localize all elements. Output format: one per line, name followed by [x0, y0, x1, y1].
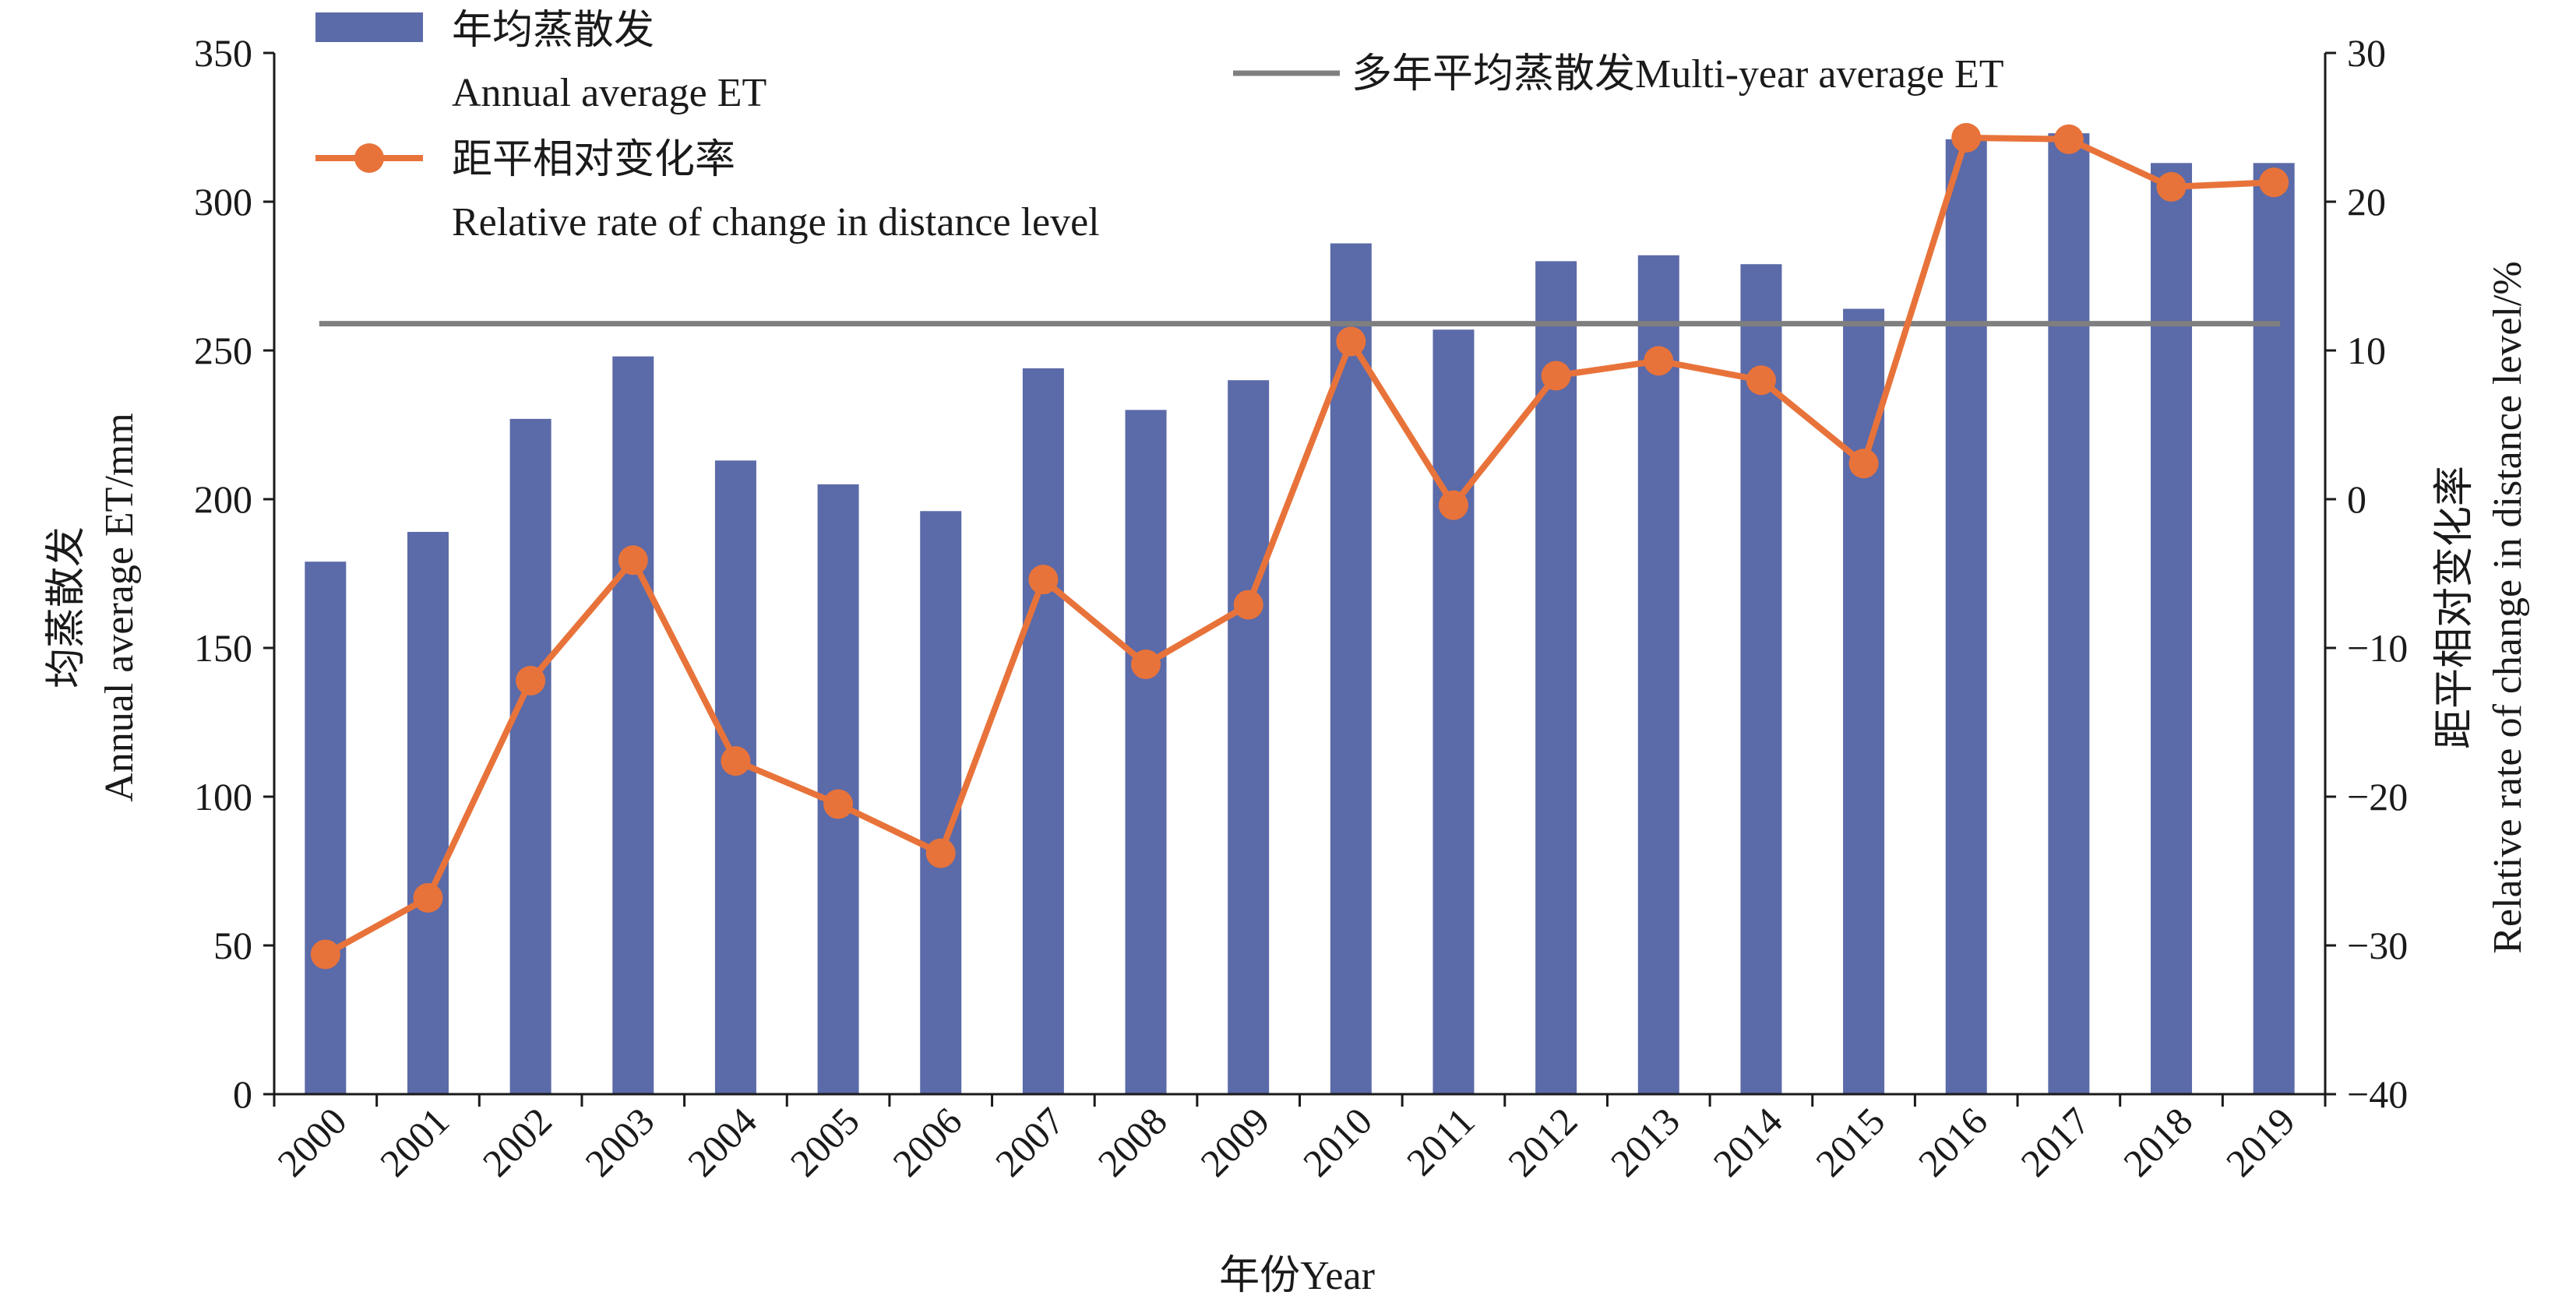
point-2006 [925, 838, 956, 868]
left-axis-title-en: Annual average ET/mm [97, 413, 142, 802]
x-tick-label: 2016 [1910, 1099, 1996, 1185]
bar-2003 [612, 356, 654, 1094]
left-tick-label: 350 [194, 31, 252, 75]
x-tick-label: 2017 [2012, 1099, 2098, 1185]
point-2004 [721, 746, 751, 776]
x-tick-label: 2009 [1192, 1099, 1277, 1185]
x-tick-label: 2002 [474, 1099, 560, 1185]
bar-2018 [2151, 163, 2193, 1095]
point-2017 [2053, 124, 2084, 154]
left-tick-label: 0 [233, 1072, 252, 1116]
bar-2015 [1843, 308, 1885, 1094]
point-2016 [1951, 122, 1982, 153]
bar-2013 [1637, 255, 1679, 1094]
x-tick-label: 2011 [1398, 1099, 1483, 1184]
point-2002 [516, 666, 546, 696]
legend-marker-swatch [354, 143, 384, 173]
left-tick-label: 50 [213, 924, 252, 967]
point-2000 [310, 939, 340, 970]
point-2010 [1336, 326, 1366, 357]
point-2018 [2156, 171, 2187, 202]
point-2007 [1028, 565, 1059, 595]
x-axis-title: 年份Year [1219, 1254, 1375, 1298]
bar-series [305, 133, 2295, 1095]
point-2003 [618, 545, 648, 576]
point-2008 [1131, 649, 1161, 680]
bar-2000 [305, 561, 347, 1094]
x-tick-label: 2005 [782, 1099, 868, 1185]
left-tick-label: 100 [194, 775, 252, 818]
bar-2005 [817, 484, 859, 1094]
bar-2014 [1740, 264, 1782, 1095]
legend-bar-label-en: Annual average ET [452, 71, 766, 115]
left-tick-label: 150 [194, 626, 252, 670]
right-axis-title-cn: 距平相对变化率 [2433, 466, 2477, 749]
legend: 年均蒸散发 Annual average ET 距平相对变化率 Relative ra… [315, 9, 2004, 245]
legend-bar-swatch [315, 12, 423, 42]
bar-2019 [2253, 163, 2295, 1095]
x-tick-label: 2014 [1704, 1099, 1790, 1185]
x-tick-label: 2008 [1089, 1099, 1175, 1185]
right-tick-label: 20 [2347, 180, 2386, 224]
bar-2004 [714, 460, 756, 1094]
right-tick-label: −40 [2347, 1072, 2408, 1116]
point-2012 [1541, 361, 1571, 391]
bar-2008 [1125, 410, 1167, 1094]
x-tick-label: 2000 [269, 1099, 354, 1185]
left-tick-label: 200 [194, 477, 252, 521]
bar-2007 [1022, 368, 1064, 1094]
x-tick-label: 2010 [1295, 1099, 1380, 1185]
left-tick-label: 300 [194, 180, 252, 224]
legend-bar-label-cn: 年均蒸散发 [452, 9, 654, 53]
legend-line-label-cn: 距平相对变化率 [452, 138, 735, 182]
legend-avg-label: 多年平均蒸散发Multi-year average ET [1351, 52, 2004, 97]
x-tick-label: 2015 [1807, 1099, 1893, 1185]
right-tick-label: −20 [2347, 775, 2408, 818]
x-tick-label: 2004 [679, 1099, 765, 1185]
legend-line-label-en: Relative rate of change in distance leve… [452, 200, 1100, 245]
x-tick-label: 2019 [2218, 1099, 2303, 1185]
point-2013 [1644, 346, 1674, 376]
point-2001 [413, 882, 443, 913]
x-tick-label: 2006 [884, 1099, 970, 1185]
bar-2012 [1535, 261, 1577, 1094]
left-tick-label: 250 [194, 329, 252, 372]
x-tick-label: 2018 [2115, 1099, 2201, 1185]
bar-2017 [2048, 133, 2090, 1094]
right-tick-label: 10 [2347, 329, 2386, 372]
right-tick-label: −30 [2347, 924, 2408, 967]
x-tick-label: 2007 [987, 1099, 1073, 1185]
bar-2006 [920, 511, 962, 1094]
right-tick-label: 30 [2347, 31, 2386, 75]
bar-2011 [1432, 329, 1475, 1094]
x-tick-label: 2012 [1499, 1099, 1585, 1185]
point-2005 [823, 789, 854, 819]
relative-change-series [310, 122, 2289, 970]
bar-2002 [509, 418, 551, 1094]
x-tick-label: 2003 [576, 1099, 662, 1185]
right-axis-title-en: Relative rate of change in distance leve… [2486, 261, 2530, 953]
bar-2009 [1228, 380, 1270, 1094]
x-tick-label: 2013 [1602, 1099, 1688, 1185]
bar-2016 [1945, 139, 1987, 1094]
right-tick-label: 0 [2347, 477, 2366, 521]
point-2009 [1233, 590, 1263, 620]
relative-change-line [323, 134, 2275, 957]
point-2019 [2259, 167, 2289, 198]
left-axis-title-cn: 均蒸散发 [44, 526, 89, 688]
right-tick-label: −10 [2347, 626, 2408, 670]
point-2011 [1438, 490, 1468, 520]
point-2015 [1848, 449, 1879, 479]
point-2014 [1746, 365, 1776, 396]
bar-2001 [407, 532, 449, 1094]
x-tick-label: 2001 [372, 1099, 457, 1185]
